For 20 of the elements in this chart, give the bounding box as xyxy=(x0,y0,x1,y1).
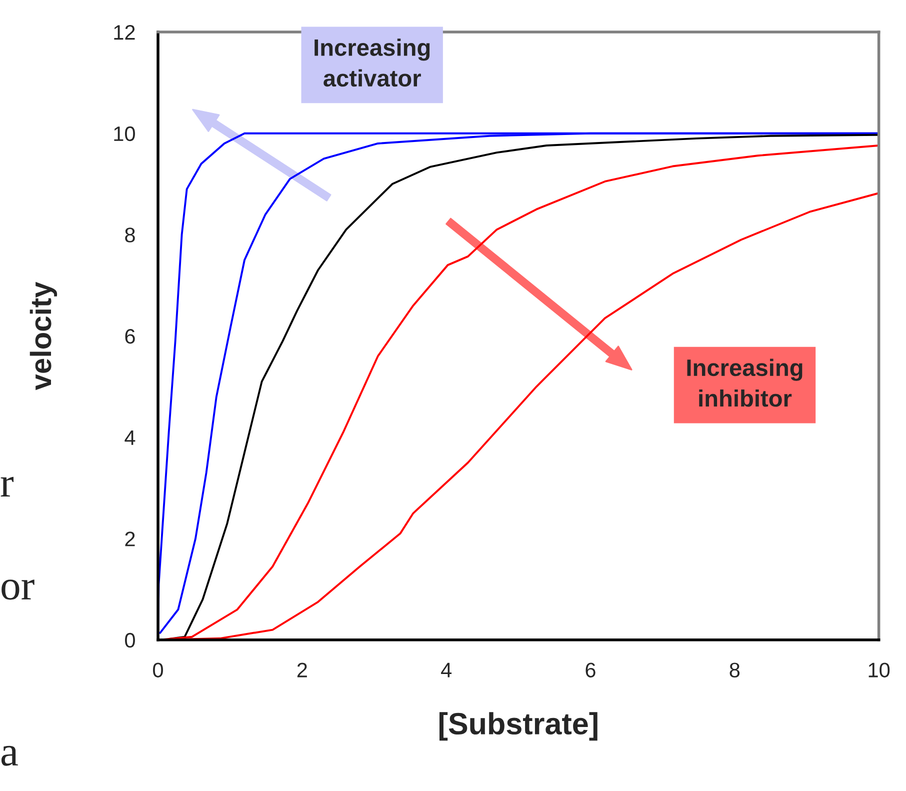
text: r xyxy=(0,476,14,496)
annotation: Increasing activator xyxy=(314,38,430,87)
y-tick-label: 10 xyxy=(114,126,135,142)
text: a xyxy=(1,746,18,766)
x-tick-label: 10 xyxy=(868,662,890,678)
y-tick-label: 6 xyxy=(125,328,135,344)
y-tick-label: 4 xyxy=(124,430,136,445)
annotation: Increasing inhibitor xyxy=(687,358,802,407)
y-tick-label: 0 xyxy=(125,632,135,648)
x-tick-label: 8 xyxy=(730,662,740,678)
y-tick-label: 2 xyxy=(125,532,135,546)
y-tick-label: 8 xyxy=(125,228,135,242)
x-tick-label: 4 xyxy=(441,662,452,678)
y-axis-title: velocity xyxy=(30,282,58,390)
x-tick-label: 0 xyxy=(153,662,163,678)
x-axis-title: [Substrate] xyxy=(439,712,598,741)
x-tick-label: 6 xyxy=(586,662,596,678)
x-tick-label: 2 xyxy=(297,662,307,678)
y-tick-label: 12 xyxy=(114,25,135,40)
text: or xyxy=(2,580,34,600)
